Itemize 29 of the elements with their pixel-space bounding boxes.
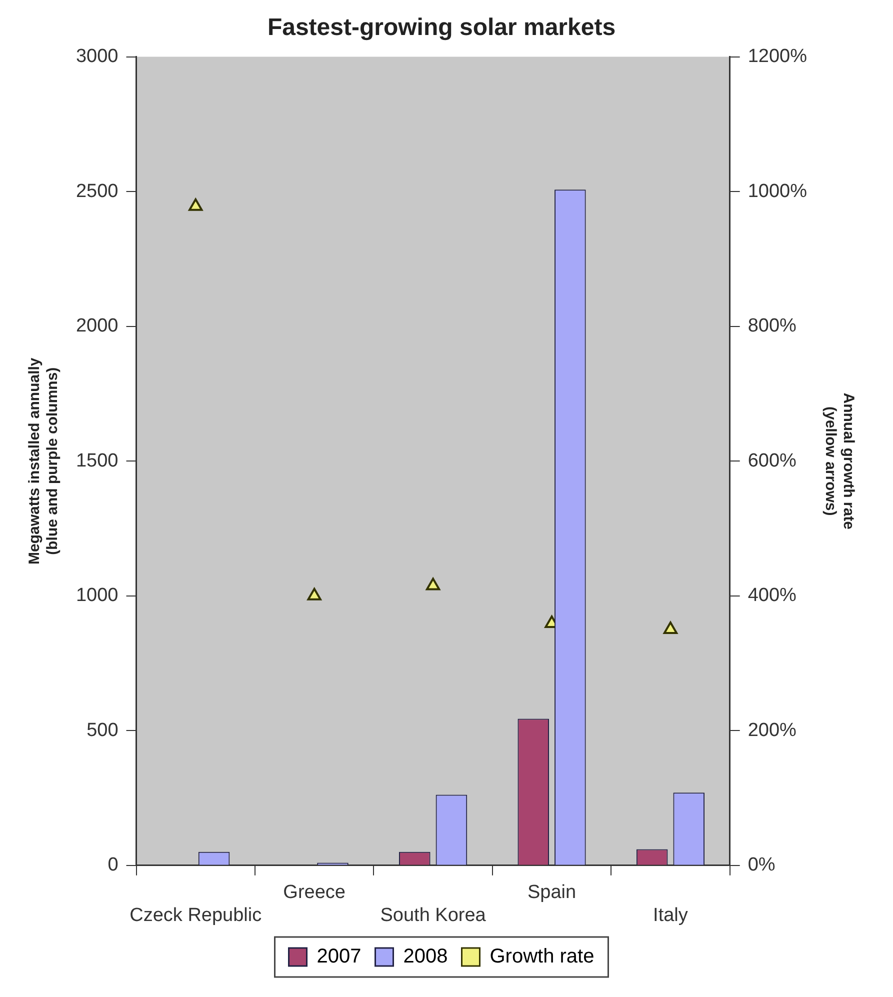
x-tick-label: Czeck Republic [130,904,262,926]
chart-title: Fastest-growing solar markets [267,14,616,42]
y-tick-label: 1000 [76,585,118,606]
x-tick-label: Italy [653,904,688,926]
point [426,578,440,590]
y-tick-label: 500 [86,720,118,741]
y-axis-title: Megawatts installed annually (blue and purple columns) [26,357,62,564]
x-tick-label: South Korea [380,904,486,926]
point [307,588,322,600]
x-tick-label: Greece [283,882,346,904]
y-tick-label: 0 [108,854,118,876]
y2-tick-label: 600% [748,450,797,472]
y2-tick-label: 1200% [748,46,808,68]
y-tick-label: 2000 [76,316,118,337]
x-tick-label: Spain [527,882,576,904]
y2-tick-label: 1000% [748,180,808,202]
legend-label: 2007 [316,946,362,968]
legend-label: 2008 [403,946,448,968]
legend-label: Growth rate [490,946,594,968]
y2-tick-label: 800% [748,316,797,337]
y-tick-label: 1500 [76,450,118,472]
y-tick-label: 2500 [76,180,118,202]
y-tick-label: 3000 [76,46,118,68]
y2-tick-label: 0% [748,854,776,876]
point [188,198,203,211]
y2-tick-label: 400% [748,585,797,606]
point [663,622,678,634]
y2-axis-title: Annual growth rate (yellow arrows) [822,392,857,530]
y2-tick-label: 200% [748,720,797,741]
